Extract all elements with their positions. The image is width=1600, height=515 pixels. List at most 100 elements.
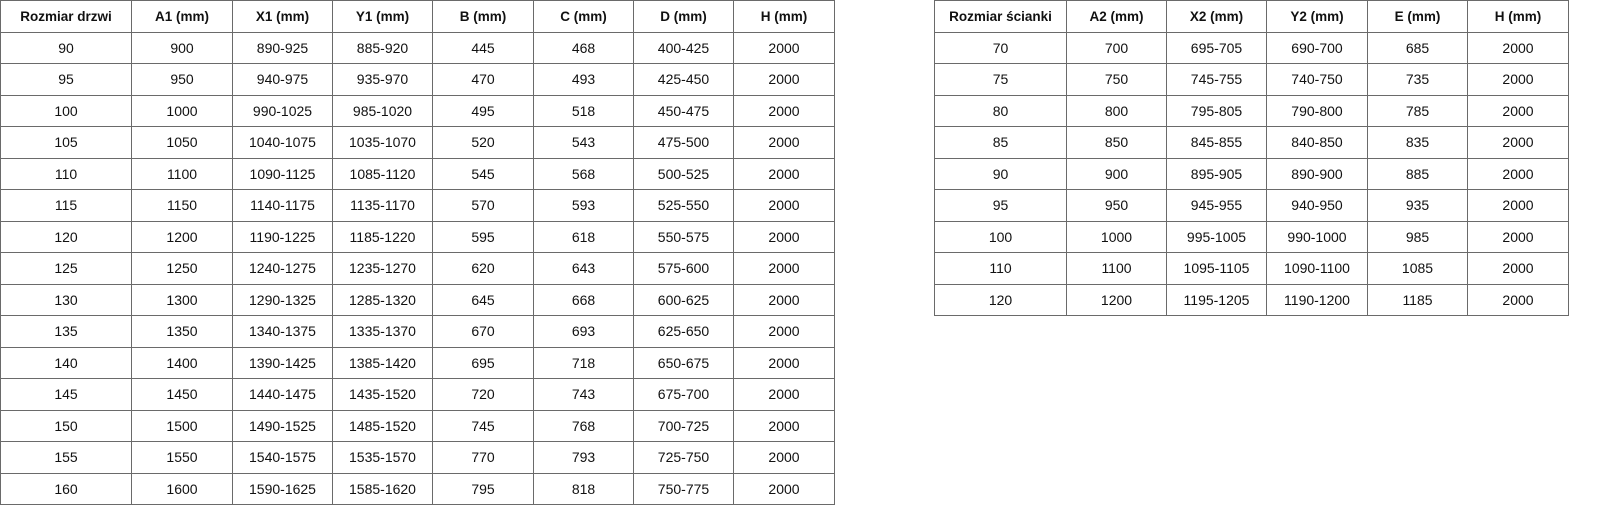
table-cell: 785 bbox=[1367, 94, 1468, 127]
table-cell: 1090-1125 bbox=[232, 157, 333, 190]
table-cell: 770 bbox=[432, 441, 534, 474]
table-cell: 735 bbox=[1367, 63, 1468, 96]
table-row: 155 1550 1540-1575 1535-1570 770 793 725-750 20… bbox=[0, 441, 835, 474]
table-cell: 670 bbox=[432, 315, 534, 348]
table-cell: 743 bbox=[533, 378, 634, 411]
table-cell: 740-750 bbox=[1266, 63, 1368, 96]
table-cell: 718 bbox=[533, 346, 634, 379]
table-cell: 1535-1570 bbox=[332, 441, 433, 474]
table-cell: 475-500 bbox=[633, 126, 734, 159]
table-row: 105 1050 1040-1075 1035-1070 520 543 475-500 20… bbox=[0, 126, 835, 159]
table-cell: 2000 bbox=[733, 441, 835, 474]
table-cell: 545 bbox=[432, 157, 534, 190]
table-cell: 2000 bbox=[733, 63, 835, 96]
column-header: D (mm) bbox=[633, 0, 734, 33]
table-cell: 2000 bbox=[733, 94, 835, 127]
table-cell: 120 bbox=[0, 220, 132, 253]
table-cell: 130 bbox=[0, 283, 132, 316]
column-header: B (mm) bbox=[432, 0, 534, 33]
table-cell: 1150 bbox=[131, 189, 233, 222]
table-row: 115 1150 1140-1175 1135-1170 570 593 525-550 20… bbox=[0, 189, 835, 222]
table-cell: 145 bbox=[0, 378, 132, 411]
table-cell: 1190-1200 bbox=[1266, 283, 1368, 316]
table-cell: 100 bbox=[0, 94, 132, 127]
table-cell: 2000 bbox=[1467, 94, 1569, 127]
table-cell: 768 bbox=[533, 409, 634, 442]
table-cell: 75 bbox=[934, 63, 1067, 96]
table-cell: 835 bbox=[1367, 126, 1468, 159]
table-cell: 1340-1375 bbox=[232, 315, 333, 348]
table-cell: 850 bbox=[1066, 126, 1167, 159]
table-cell: 160 bbox=[0, 472, 132, 505]
table-cell: 790-800 bbox=[1266, 94, 1368, 127]
table-cell: 90 bbox=[934, 157, 1067, 190]
table-cell: 85 bbox=[934, 126, 1067, 159]
table-cell: 1140-1175 bbox=[232, 189, 333, 222]
table-row: 135 1350 1340-1375 1335-1370 670 693 625-650 20… bbox=[0, 315, 835, 348]
table-row: 100 1000 995-1005 990-1000 985 2000 bbox=[934, 220, 1569, 253]
table-row: 120 1200 1190-1225 1185-1220 595 618 550-575 20… bbox=[0, 220, 835, 253]
table-row: 110 1100 1090-1125 1085-1120 545 568 500-525 20… bbox=[0, 157, 835, 190]
column-header: A1 (mm) bbox=[131, 0, 233, 33]
table-cell: 2000 bbox=[1467, 252, 1569, 285]
table-cell: 155 bbox=[0, 441, 132, 474]
table-cell: 985 bbox=[1367, 220, 1468, 253]
table-cell: 600-625 bbox=[633, 283, 734, 316]
wall-size-table: Rozmiar ścianki A2 (mm) X2 (mm) Y2 (mm) E (m… bbox=[934, 0, 1569, 316]
table-cell: 745 bbox=[432, 409, 534, 442]
table-cell: 2000 bbox=[1467, 157, 1569, 190]
table-cell: 1240-1275 bbox=[232, 252, 333, 285]
table-cell: 2000 bbox=[733, 31, 835, 64]
table-cell: 2000 bbox=[1467, 126, 1569, 159]
table-cell: 668 bbox=[533, 283, 634, 316]
table-cell: 493 bbox=[533, 63, 634, 96]
table-cell: 800 bbox=[1066, 94, 1167, 127]
table-cell: 950 bbox=[131, 63, 233, 96]
table-cell: 575-600 bbox=[633, 252, 734, 285]
table-cell: 2000 bbox=[733, 252, 835, 285]
table-cell: 990-1000 bbox=[1266, 220, 1368, 253]
table-cell: 1200 bbox=[1066, 283, 1167, 316]
table-cell: 1550 bbox=[131, 441, 233, 474]
table-row: 145 1450 1440-1475 1435-1520 720 743 675-700 20… bbox=[0, 378, 835, 411]
table-cell: 2000 bbox=[733, 189, 835, 222]
table-cell: 750 bbox=[1066, 63, 1167, 96]
table-cell: 1050 bbox=[131, 126, 233, 159]
table-row: 130 1300 1290-1325 1285-1320 645 668 600-625 20… bbox=[0, 283, 835, 316]
table-cell: 690-700 bbox=[1266, 31, 1368, 64]
table-cell: 940-975 bbox=[232, 63, 333, 96]
table-row: 160 1600 1590-1625 1585-1620 795 818 750-775 20… bbox=[0, 472, 835, 505]
table-cell: 495 bbox=[432, 94, 534, 127]
table-cell: 2000 bbox=[733, 472, 835, 505]
column-header: Y2 (mm) bbox=[1266, 0, 1368, 33]
table-cell: 900 bbox=[1066, 157, 1167, 190]
table-cell: 795 bbox=[432, 472, 534, 505]
table-row: 110 1100 1095-1105 1090-1100 1085 2000 bbox=[934, 252, 1569, 285]
table-cell: 520 bbox=[432, 126, 534, 159]
table-cell: 70 bbox=[934, 31, 1067, 64]
column-header: H (mm) bbox=[1467, 0, 1569, 33]
column-header: Rozmiar drzwi bbox=[0, 0, 132, 33]
table-cell: 80 bbox=[934, 94, 1067, 127]
table-cell: 1485-1520 bbox=[332, 409, 433, 442]
table-row: 70 700 695-705 690-700 685 2000 bbox=[934, 31, 1569, 64]
table-cell: 1090-1100 bbox=[1266, 252, 1368, 285]
table-cell: 1085-1120 bbox=[332, 157, 433, 190]
table-cell: 2000 bbox=[733, 409, 835, 442]
table-cell: 845-855 bbox=[1166, 126, 1267, 159]
table-cell: 1190-1225 bbox=[232, 220, 333, 253]
table-cell: 2000 bbox=[733, 126, 835, 159]
table-cell: 2000 bbox=[733, 220, 835, 253]
table-cell: 543 bbox=[533, 126, 634, 159]
table-cell: 945-955 bbox=[1166, 189, 1267, 222]
table-cell: 900 bbox=[131, 31, 233, 64]
table-cell: 110 bbox=[0, 157, 132, 190]
table-cell: 1335-1370 bbox=[332, 315, 433, 348]
table-cell: 1040-1075 bbox=[232, 126, 333, 159]
table-cell: 1400 bbox=[131, 346, 233, 379]
table-cell: 595 bbox=[432, 220, 534, 253]
table-cell: 593 bbox=[533, 189, 634, 222]
table-row: 125 1250 1240-1275 1235-1270 620 643 575-600 20… bbox=[0, 252, 835, 285]
table-cell: 643 bbox=[533, 252, 634, 285]
table-cell: 890-900 bbox=[1266, 157, 1368, 190]
